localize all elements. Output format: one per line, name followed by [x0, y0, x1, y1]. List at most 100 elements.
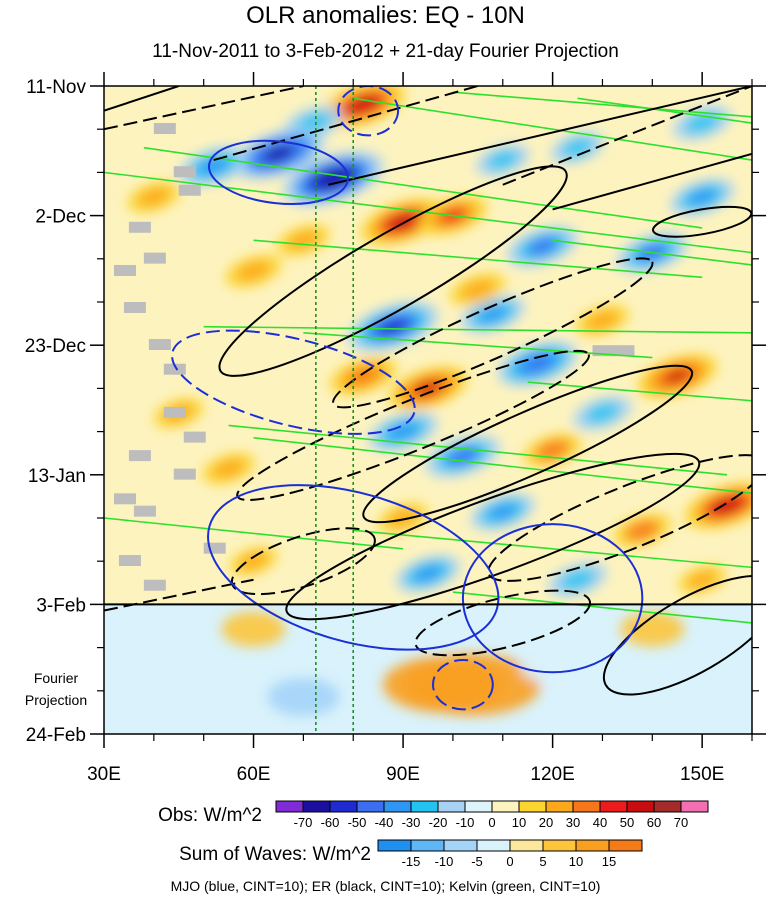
kelvin-contour [527, 381, 752, 402]
obs-anomaly-blob [687, 570, 717, 589]
waves-colorbar-tick-label: -15 [402, 854, 421, 869]
obs-colorbar-label: Obs: W/m^2 [158, 805, 262, 826]
waves-anomaly-blob [620, 611, 685, 647]
y-tick-label: 11-Nov [26, 77, 86, 98]
obs-colorbar-swatch [680, 800, 709, 813]
waves-colorbar-tick-label: -5 [471, 854, 483, 869]
obs-colorbar-swatch [545, 800, 574, 813]
waves-anomaly-blob [267, 677, 340, 716]
obs-colorbar-tick-label: 40 [593, 815, 607, 830]
legend-footer: MJO (blue, CINT=10); ER (black, CINT=10)… [170, 878, 601, 894]
waves-colorbar-tick-label: 0 [506, 854, 513, 869]
obs-anomaly-blob [137, 187, 170, 207]
obs-colorbar-tick-label: -30 [402, 815, 421, 830]
mjo-contour [431, 658, 494, 711]
missing-data-cell [113, 493, 136, 505]
obs-anomaly-blob [489, 503, 517, 520]
obs-anomaly-blob [263, 145, 294, 163]
obs-colorbar-tick-label: 60 [647, 815, 661, 830]
missing-data-cell [163, 406, 186, 418]
obs-anomaly-blob [479, 306, 507, 323]
kelvin-contour [104, 171, 752, 254]
obs-anomaly-blob [348, 367, 378, 385]
missing-data-cell [118, 555, 141, 567]
waves-colorbar-swatch [608, 839, 643, 852]
plot-border [103, 85, 753, 735]
x-tick-label: 60E [237, 764, 271, 785]
obs-anomaly-blob [527, 237, 558, 256]
obs-colorbar-tick-label: 20 [539, 815, 553, 830]
obs-anomaly-blob [486, 150, 519, 170]
obs-anomaly-blob [624, 520, 660, 541]
missing-data-cell [148, 339, 171, 351]
waves-colorbar-swatch [476, 839, 511, 852]
y-tick-label: 24-Feb [26, 725, 86, 746]
obs-colorbar-swatch [518, 800, 547, 813]
er-contour [328, 86, 752, 186]
obs-anomaly-blob [524, 356, 551, 372]
obs-anomaly-blob [414, 565, 442, 582]
obs-colorbar-tick-label: 70 [674, 815, 688, 830]
er-contour [104, 86, 180, 112]
kelvin-contour [353, 529, 752, 569]
obs-anomaly-blob [387, 508, 419, 528]
kelvin-contour [143, 146, 703, 229]
chart-title: OLR anomalies: EQ - 10N [246, 2, 525, 29]
er-contour [104, 86, 304, 131]
obs-colorbar-swatch [410, 800, 439, 813]
obs-anomaly-blob [378, 318, 409, 335]
missing-data-cell [592, 345, 615, 357]
missing-data-cell [163, 363, 186, 375]
y-tick-label: 2-Dec [35, 207, 86, 228]
obs-anomaly-blob [712, 497, 742, 514]
obs-colorbar-swatch [437, 800, 466, 813]
plot-area [104, 86, 752, 734]
kelvin-contour [353, 97, 752, 161]
waves-colorbar-swatch [575, 839, 610, 852]
obs-anomaly-blob [198, 157, 229, 175]
er-contour [414, 589, 592, 657]
obs-anomaly-blob [663, 368, 691, 384]
missing-data-cell [173, 468, 196, 480]
waves-colorbar-swatch [443, 839, 478, 852]
obs-colorbar-tick-label: 0 [488, 815, 495, 830]
obs-colorbar-tick-label: -70 [294, 815, 313, 830]
kelvin-contour [253, 436, 752, 495]
waves-colorbar-swatch [509, 839, 544, 852]
obs-colorbar-tick-label: 30 [566, 815, 580, 830]
x-tick-label: 150E [680, 764, 724, 785]
kelvin-contour [577, 97, 752, 124]
er-contour [104, 578, 254, 612]
waves-colorbar-tick-label: -10 [435, 854, 454, 869]
obs-anomaly-blob [388, 213, 418, 230]
er-contour [285, 452, 701, 621]
er-contour [218, 165, 568, 377]
obs-colorbar-swatch [383, 800, 412, 813]
waves-colorbar-swatch [377, 839, 412, 852]
missing-data-cell [143, 252, 166, 264]
er-contour [602, 574, 752, 696]
obs-colorbar-tick-label: -40 [375, 815, 394, 830]
obs-anomaly-blob [688, 189, 716, 205]
obs-colorbar-tick-label: -50 [348, 815, 367, 830]
kelvin-contour [452, 591, 752, 624]
obs-colorbar-swatch [464, 800, 493, 813]
obs-anomaly-blob [460, 279, 495, 300]
obs-colorbar-swatch [653, 800, 682, 813]
waves-colorbar-swatch [542, 839, 577, 852]
missing-data-cell [128, 221, 151, 233]
er-contour [502, 86, 752, 186]
obs-colorbar-swatch [626, 800, 655, 813]
obs-anomaly-blob [212, 459, 245, 479]
obs-colorbar-swatch [572, 800, 601, 813]
kelvin-contour [303, 332, 653, 359]
missing-data-cell [153, 123, 176, 135]
waves-anomaly-blob [404, 653, 541, 716]
missing-data-cell [173, 166, 196, 178]
obs-anomaly-blob [586, 311, 619, 331]
obs-anomaly-blob [236, 261, 271, 282]
obs-colorbar-swatch [599, 800, 628, 813]
waves-colorbar-tick-label: 15 [602, 854, 616, 869]
x-tick-label: 30E [87, 764, 121, 785]
mjo-contour [207, 484, 500, 651]
